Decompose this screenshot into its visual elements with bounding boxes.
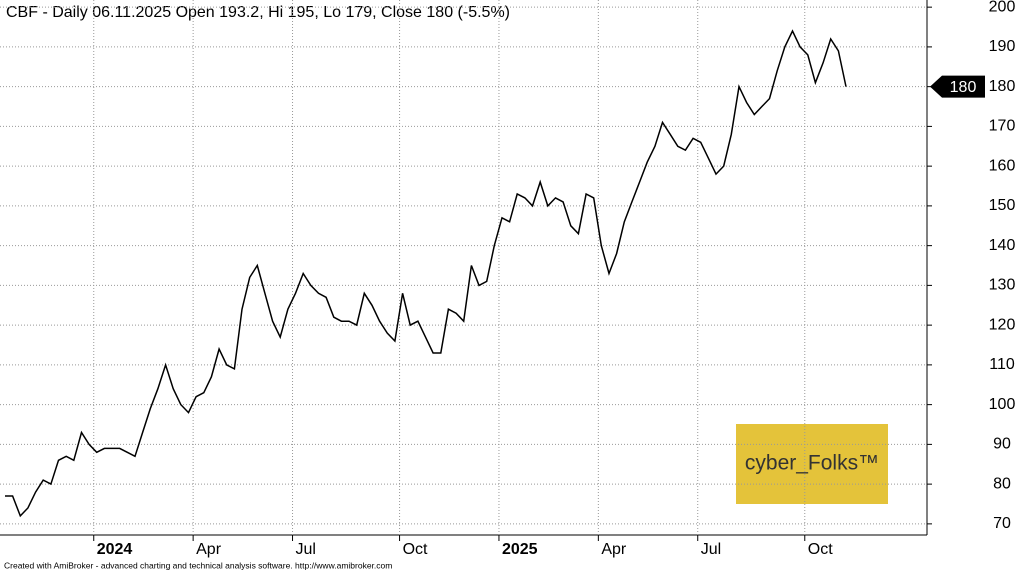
y-tick-label: 80 [993, 475, 1011, 492]
y-tick-label: 110 [989, 356, 1015, 373]
x-tick-label: Oct [403, 541, 428, 558]
chart-title: CBF - Daily 06.11.2025 Open 193.2, Hi 19… [6, 4, 510, 21]
y-tick-label: 200 [989, 0, 1016, 15]
x-tick-label: 2025 [502, 541, 538, 558]
x-tick-label: Jul [296, 541, 316, 558]
x-tick-label: Apr [601, 541, 627, 558]
y-tick-label: 140 [989, 237, 1016, 254]
y-tick-label: 180 [989, 78, 1016, 95]
y-tick-label: 170 [989, 118, 1016, 135]
footer: Created with AmiBroker - advanced charti… [4, 560, 392, 570]
last-price-label: 180 [950, 79, 977, 96]
y-tick-label: 120 [989, 316, 1016, 333]
y-tick-label: 100 [989, 396, 1016, 413]
y-tick-label: 160 [989, 157, 1016, 174]
last-price-marker [930, 75, 985, 98]
x-tick-label: Jul [701, 541, 721, 558]
y-tick-label: 130 [989, 277, 1016, 294]
x-tick-label: Apr [196, 541, 222, 558]
y-tick-label: 70 [993, 515, 1011, 532]
x-tick-label: Oct [808, 541, 833, 558]
price-line [5, 29, 847, 518]
x-tick-label: 2024 [97, 541, 133, 558]
y-tick-label: 150 [989, 197, 1016, 214]
logo: cyber_Folks™ [745, 452, 879, 475]
logo-box [736, 424, 888, 504]
y-tick-label: 190 [989, 38, 1016, 55]
y-tick-label: 90 [993, 436, 1011, 453]
